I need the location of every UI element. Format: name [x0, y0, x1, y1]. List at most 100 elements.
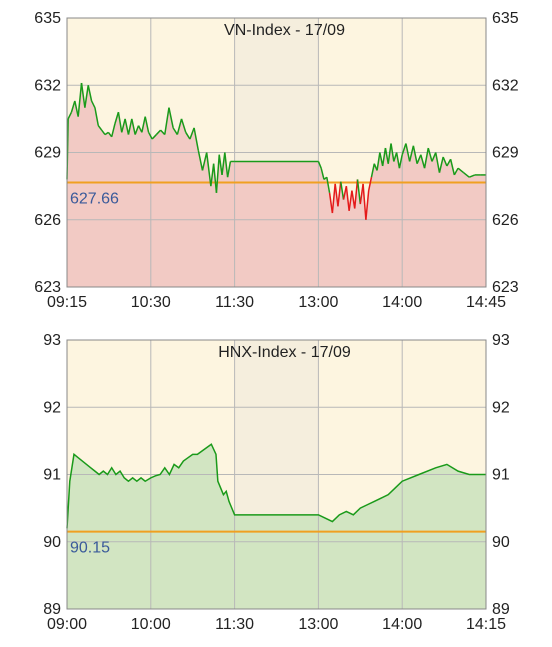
price-line — [66, 443, 486, 529]
y-tick-label-right: 92 — [492, 399, 510, 416]
price-line-segment — [395, 152, 401, 169]
price-line-segment — [367, 177, 373, 191]
price-line-segment — [104, 131, 109, 136]
price-line-segment — [201, 152, 208, 171]
price-line-segment — [172, 127, 178, 135]
price-line-segment — [205, 152, 212, 187]
price-line-segment — [87, 85, 93, 102]
price-line-segment — [193, 127, 200, 151]
price-line-segment — [423, 147, 430, 169]
price-line-segment — [334, 183, 339, 207]
price-line-segment — [401, 143, 407, 155]
y-tick-label-left: 93 — [43, 332, 61, 349]
price-line-segment — [387, 143, 392, 164]
price-line-segment — [127, 118, 133, 135]
price-line-segment — [463, 172, 470, 178]
price-line-segment — [365, 190, 370, 220]
price-line-segment — [416, 154, 422, 164]
price-line-segment — [345, 186, 350, 211]
price-line-segment — [185, 131, 191, 140]
price-line-segment — [362, 183, 367, 220]
y-tick-label-right: 90 — [492, 534, 510, 551]
y-tick-label-left: 92 — [43, 399, 61, 416]
x-tick-label: 10:00 — [131, 616, 171, 633]
price-line-segment — [326, 177, 331, 193]
x-tick-label: 14:00 — [382, 294, 422, 311]
y-tick-label-left: 90 — [43, 534, 61, 551]
y-tick-label-left: 623 — [34, 279, 61, 296]
price-line-segment — [176, 118, 183, 135]
x-tick-label: 09:00 — [47, 616, 87, 633]
price-line-segment — [218, 154, 223, 176]
price-line-segment — [197, 150, 204, 171]
y-tick-label-left: 91 — [43, 467, 61, 484]
price-line-segment — [420, 154, 426, 169]
price-line-segment — [114, 111, 120, 124]
x-tick-label: 11:30 — [215, 294, 254, 311]
price-line-segment — [438, 156, 444, 173]
y-tick-label-right: 91 — [492, 467, 510, 484]
price-line-segment — [468, 174, 476, 178]
price-line-segment — [434, 152, 441, 173]
price-line-segment — [337, 181, 342, 207]
price-line-segment — [370, 163, 376, 178]
price-line-segment — [74, 100, 79, 117]
price-line-segment — [147, 131, 153, 140]
price-line-segment — [134, 125, 140, 135]
price-line-segment — [384, 147, 389, 164]
x-tick-label: 09:15 — [47, 294, 87, 311]
price-line-segment — [446, 158, 452, 167]
price-line-segment — [226, 161, 232, 178]
price-line-segment — [379, 152, 384, 167]
reference-value-label: 90.15 — [70, 540, 110, 557]
price-line-segment — [390, 143, 395, 162]
price-line-segment — [453, 167, 459, 176]
y-tick-label-left: 632 — [34, 77, 61, 94]
price-line-segment — [84, 85, 89, 108]
price-line-segment — [80, 82, 86, 108]
price-line-segment — [381, 147, 387, 167]
price-line-segment — [353, 179, 359, 209]
x-tick-label: 10:30 — [131, 294, 171, 311]
price-line-segment — [97, 125, 103, 131]
price-line-segment — [442, 156, 448, 167]
price-line-segment — [405, 143, 411, 162]
price-line-segment — [331, 183, 336, 214]
reference-value-label: 627.66 — [70, 191, 119, 208]
x-tick-label: 11:30 — [215, 616, 254, 633]
y-tick-label-right: 635 — [492, 10, 519, 27]
y-tick-label-right: 89 — [492, 601, 510, 618]
price-line-segment — [412, 145, 418, 164]
price-line-segment — [70, 100, 76, 113]
x-tick-label: 14:15 — [466, 616, 506, 633]
y-tick-label-left: 89 — [43, 601, 61, 618]
price-line-segment — [189, 127, 195, 140]
price-area-fill — [67, 444, 486, 609]
y-tick-label-right: 632 — [492, 77, 519, 94]
price-line-segment — [90, 100, 96, 109]
x-tick-label: 13:00 — [298, 294, 338, 311]
price-line-segment — [131, 118, 136, 135]
price-line-segment — [224, 152, 229, 178]
price-line-segment — [348, 190, 353, 211]
price-line-segment — [376, 152, 381, 171]
y-tick-label-right: 93 — [492, 332, 510, 349]
price-line-segment — [212, 163, 218, 193]
y-tick-label-left: 635 — [34, 10, 61, 27]
chart-title: VN-Index - 17/09 — [224, 22, 345, 39]
price-line-segment — [168, 107, 174, 128]
price-line-segment — [101, 129, 106, 136]
price-line-segment — [164, 107, 170, 135]
x-tick-label: 14:45 — [466, 294, 506, 311]
plot-border — [66, 17, 487, 288]
price-area-fill — [67, 83, 486, 287]
y-tick-label-right: 629 — [492, 145, 519, 162]
price-line-segment — [317, 161, 322, 169]
x-tick-label: 14:00 — [382, 616, 422, 633]
price-line-segment — [155, 129, 162, 136]
y-tick-label-right: 626 — [492, 212, 519, 229]
price-line-segment — [141, 116, 146, 133]
price-line-segment — [356, 179, 362, 205]
